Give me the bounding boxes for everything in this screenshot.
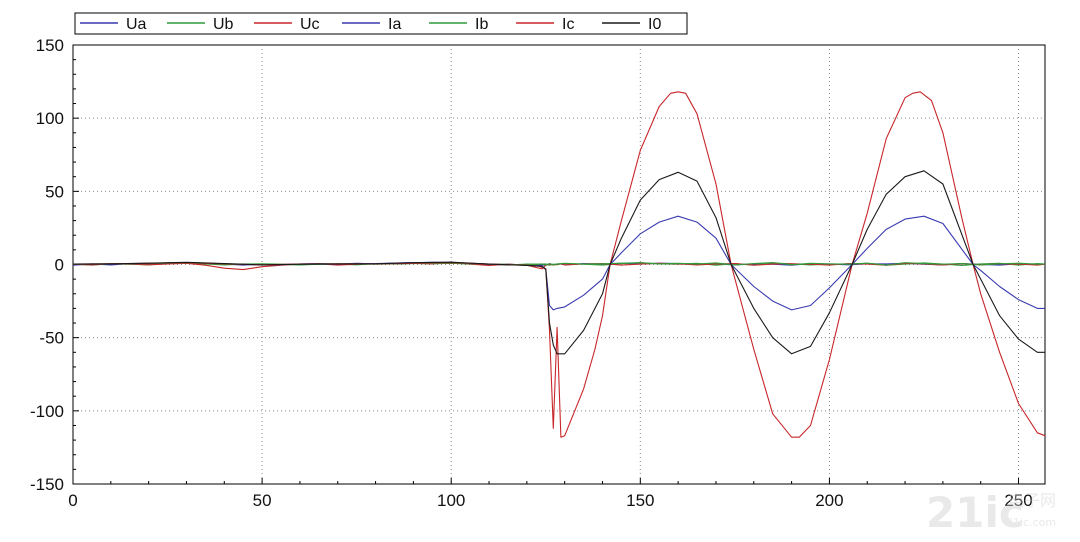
y-tick-labels: 150 100 50 0 -50 -100 -150 (30, 36, 64, 494)
y-tick-label: 50 (45, 182, 64, 201)
watermark-sub: 21ic.com (1006, 516, 1056, 529)
legend-label-ub: Ub (213, 16, 234, 33)
tick-layer (72, 44, 1020, 485)
y-tick-label: 150 (36, 36, 64, 55)
x-tick-label: 200 (815, 491, 843, 510)
watermark-main: 21ic (926, 488, 1024, 537)
x-tick-labels: 0 50 100 150 200 250 (68, 491, 1032, 510)
x-tick-label: 150 (626, 491, 654, 510)
y-tick-label: -50 (39, 329, 64, 348)
x-tick-label: 100 (437, 491, 465, 510)
series-layer (72, 91, 1046, 438)
y-tick-label: 0 (55, 256, 64, 275)
legend-label-ia: Ia (388, 16, 401, 33)
series-line-ic (72, 91, 1046, 438)
legend: Ua Ub Uc Ia Ib Ic I0 (74, 12, 688, 35)
x-tick-label: 0 (68, 491, 77, 510)
watermark-logo: 21ic 电子网 21ic.com (926, 488, 1056, 537)
y-tick-label: -100 (30, 402, 64, 421)
legend-label-ua: Ua (126, 16, 147, 33)
x-tick-label: 250 (1004, 491, 1032, 510)
y-tick-label: -150 (30, 475, 64, 494)
legend-label-i0: I0 (648, 16, 661, 33)
legend-label-uc: Uc (300, 16, 320, 33)
watermark-cn: 电子网 (1008, 491, 1056, 510)
legend-label-ib: Ib (475, 16, 488, 33)
series-line-i0 (72, 170, 1045, 355)
legend-label-ic: Ic (562, 16, 574, 33)
legend-box (74, 12, 688, 35)
x-tick-label: 50 (253, 491, 272, 510)
y-tick-label: 100 (36, 109, 64, 128)
